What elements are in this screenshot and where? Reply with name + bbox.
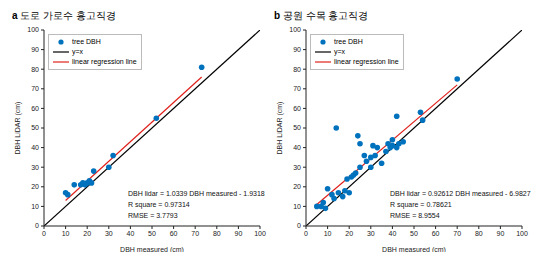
svg-text:80: 80 <box>213 230 221 237</box>
svg-text:50: 50 <box>293 124 301 131</box>
html-text:DBH lidar = 1.0339 DBH measure: DBH lidar = 1.0339 DBH measured - 1.9318 <box>128 190 265 197</box>
svg-text:DBH LiDAR (cm): DBH LiDAR (cm) <box>14 102 22 155</box>
html-text:R square = 0.78621: R square = 0.78621 <box>390 201 452 208</box>
html-text:linear regression line: linear regression line <box>72 58 137 65</box>
svg-text:100: 100 <box>516 230 528 237</box>
svg-text:20: 20 <box>345 230 353 237</box>
svg-text:DBH LiDAR (cm): DBH LiDAR (cm) <box>276 102 284 155</box>
svg-text:40: 40 <box>31 144 39 151</box>
svg-text:50: 50 <box>148 230 156 237</box>
svg-text:90: 90 <box>235 230 243 237</box>
html-text:R square = 0.97314: R square = 0.97314 <box>128 201 190 208</box>
svg-text:100: 100 <box>27 26 39 33</box>
svg-text:100: 100 <box>289 26 301 33</box>
svg-text:0: 0 <box>35 222 39 229</box>
svg-text:50: 50 <box>31 124 39 131</box>
html-text:linear regression line: linear regression line <box>334 58 399 65</box>
svg-text:10: 10 <box>31 203 39 210</box>
svg-text:0: 0 <box>42 230 46 237</box>
svg-text:50: 50 <box>410 230 418 237</box>
svg-text:DBH measured (cm): DBH measured (cm) <box>120 246 184 252</box>
svg-text:60: 60 <box>293 105 301 112</box>
svg-text:20: 20 <box>31 183 39 190</box>
svg-text:0: 0 <box>304 230 308 237</box>
svg-text:80: 80 <box>31 66 39 73</box>
svg-text:70: 70 <box>31 85 39 92</box>
html-text:y=x: y=x <box>72 48 84 55</box>
svg-text:90: 90 <box>497 230 505 237</box>
svg-text:30: 30 <box>367 230 375 237</box>
html-text:tree DBH: tree DBH <box>334 38 363 45</box>
svg-text:40: 40 <box>389 230 397 237</box>
html-text:DBH lidar = 0.92612 DBH measur: DBH lidar = 0.92612 DBH measured - 6.982… <box>390 190 531 197</box>
svg-text:40: 40 <box>127 230 135 237</box>
svg-text:10: 10 <box>324 230 332 237</box>
svg-text:30: 30 <box>105 230 113 237</box>
svg-text:60: 60 <box>170 230 178 237</box>
svg-text:60: 60 <box>31 105 39 112</box>
svg-text:60: 60 <box>432 230 440 237</box>
svg-text:0: 0 <box>297 222 301 229</box>
svg-text:20: 20 <box>293 183 301 190</box>
svg-text:40: 40 <box>293 144 301 151</box>
svg-text:70: 70 <box>453 230 461 237</box>
svg-text:DBH measured (cm): DBH measured (cm) <box>382 246 446 252</box>
html-text:tree DBH: tree DBH <box>72 38 101 45</box>
html-text:b공원 수목 흉고직경: b공원 수목 흉고직경 <box>274 10 369 21</box>
svg-text:100: 100 <box>254 230 266 237</box>
svg-text:10: 10 <box>293 203 301 210</box>
svg-text:80: 80 <box>475 230 483 237</box>
html-text:RMSE = 3.7793: RMSE = 3.7793 <box>128 212 178 219</box>
html-text:y=x: y=x <box>334 48 346 55</box>
svg-text:10: 10 <box>62 230 70 237</box>
svg-text:90: 90 <box>293 46 301 53</box>
svg-text:20: 20 <box>83 230 91 237</box>
svg-text:90: 90 <box>31 46 39 53</box>
svg-text:70: 70 <box>191 230 199 237</box>
svg-text:30: 30 <box>293 164 301 171</box>
html-text:a도로 가로수 흉고직경: a도로 가로수 흉고직경 <box>12 10 116 21</box>
svg-text:70: 70 <box>293 85 301 92</box>
svg-text:30: 30 <box>31 164 39 171</box>
svg-text:80: 80 <box>293 66 301 73</box>
html-text:RMSE = 8.9554: RMSE = 8.9554 <box>390 212 440 219</box>
